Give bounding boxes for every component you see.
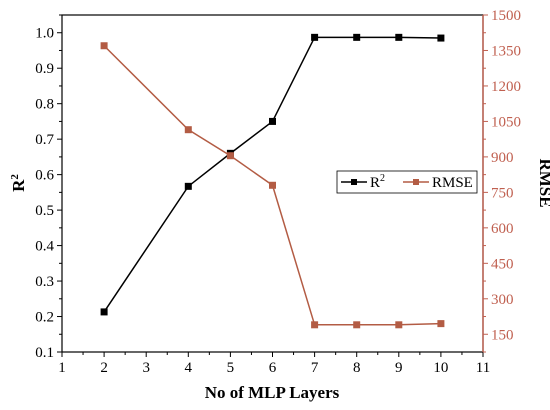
x-tick-label: 1 xyxy=(58,360,66,376)
series-line-rmse xyxy=(103,45,441,326)
data-point-r xyxy=(100,308,108,316)
y-right-tick-label: 150 xyxy=(491,327,514,343)
x-tick-label: 6 xyxy=(269,360,277,376)
data-point-rmse xyxy=(395,321,403,329)
y-right-tick-label: 750 xyxy=(491,185,514,201)
y-left-tick-label: 0.4 xyxy=(35,239,54,255)
y-right-tick-label: 900 xyxy=(491,150,514,166)
data-point-rmse xyxy=(437,320,445,328)
legend: R2 RMSE xyxy=(336,170,478,194)
data-point-rmse xyxy=(184,126,192,134)
y-left-tick-label: 1.0 xyxy=(35,26,54,42)
ticks-layer: 1 2 3 4 5 6 7 8 9 10 11 0.1 0.2 0.3 0.4 0.5 0.6 0.7 0.8 0.9… xyxy=(35,8,521,376)
y-right-tick-label: 450 xyxy=(491,256,514,272)
y-right-tick-label: 1500 xyxy=(491,8,521,24)
legend-marker-r2 xyxy=(351,179,357,185)
y-right-tick-label: 1050 xyxy=(491,114,521,130)
y-left-tick-label: 0.2 xyxy=(35,310,54,326)
data-point-rmse xyxy=(226,152,234,160)
data-point-rmse xyxy=(311,321,319,329)
x-tick-label: 5 xyxy=(227,360,235,376)
x-tick-label: 11 xyxy=(476,360,490,376)
series-layer xyxy=(100,33,445,329)
data-point-rmse xyxy=(353,321,361,329)
y-left-tick-label: 0.5 xyxy=(35,203,54,219)
data-point-rmse xyxy=(100,42,108,50)
x-tick-label: 10 xyxy=(433,360,448,376)
y-right-tick-label: 300 xyxy=(491,292,514,308)
data-point-r xyxy=(269,117,276,125)
legend-label-rmse: RMSE xyxy=(432,175,473,191)
data-point-r xyxy=(353,33,361,41)
x-axis-title: No of MLP Layers xyxy=(205,383,340,402)
y-left-axis-title-sup: 2 xyxy=(9,174,21,180)
legend-label-r2: R2 xyxy=(370,173,385,191)
x-tick-label: 4 xyxy=(185,360,193,376)
x-tick-label: 8 xyxy=(353,360,361,376)
legend-label-r2-main: R xyxy=(370,175,380,191)
y-left-tick-label: 0.7 xyxy=(35,132,54,148)
data-point-r xyxy=(395,33,403,41)
y-right-tick-label: 600 xyxy=(491,221,514,237)
y-left-tick-label: 0.1 xyxy=(35,345,54,361)
data-point-r xyxy=(184,182,192,190)
legend-marker-rmse xyxy=(413,179,419,185)
series-line-r xyxy=(103,36,441,313)
x-tick-label: 2 xyxy=(100,360,108,376)
data-point-r xyxy=(311,33,319,41)
y-left-axis-title-main: R xyxy=(9,179,28,192)
y-left-axis-title: R2 xyxy=(9,174,28,192)
data-point-rmse xyxy=(269,181,276,189)
legend-label-r2-sup: 2 xyxy=(380,173,385,184)
data-point-r xyxy=(437,34,445,42)
x-tick-label: 3 xyxy=(142,360,150,376)
y-left-tick-label: 0.8 xyxy=(35,97,54,113)
y-right-tick-label: 1200 xyxy=(491,79,521,95)
y-left-tick-label: 0.9 xyxy=(35,61,54,77)
y-left-tick-label: 0.3 xyxy=(35,274,54,290)
y-right-axis-title: RMSE xyxy=(536,158,550,207)
x-tick-label: 7 xyxy=(311,360,319,376)
x-tick-label: 9 xyxy=(395,360,403,376)
y-right-tick-label: 1350 xyxy=(491,43,521,59)
y-left-tick-label: 0.6 xyxy=(35,168,54,184)
